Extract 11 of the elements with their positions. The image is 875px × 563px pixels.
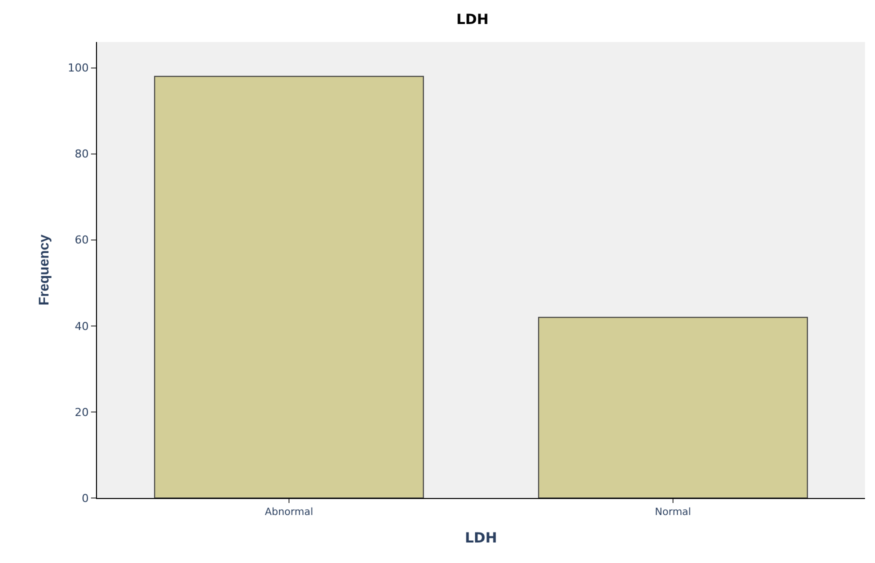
y-tick-label: 20 — [74, 406, 89, 419]
y-tick-label: 40 — [74, 320, 89, 333]
y-tick-label: 0 — [82, 492, 89, 505]
y-tick-label: 100 — [68, 62, 89, 75]
y-tick-label: 60 — [74, 234, 89, 247]
y-tick-label: 80 — [74, 148, 89, 161]
x-axis-title: LDH — [464, 530, 498, 546]
y-axis-title: Frequency — [35, 234, 52, 306]
x-tick-label: Abnormal — [264, 507, 314, 518]
x-tick-label: Normal — [654, 507, 692, 518]
chart-title: LDH — [456, 12, 489, 28]
